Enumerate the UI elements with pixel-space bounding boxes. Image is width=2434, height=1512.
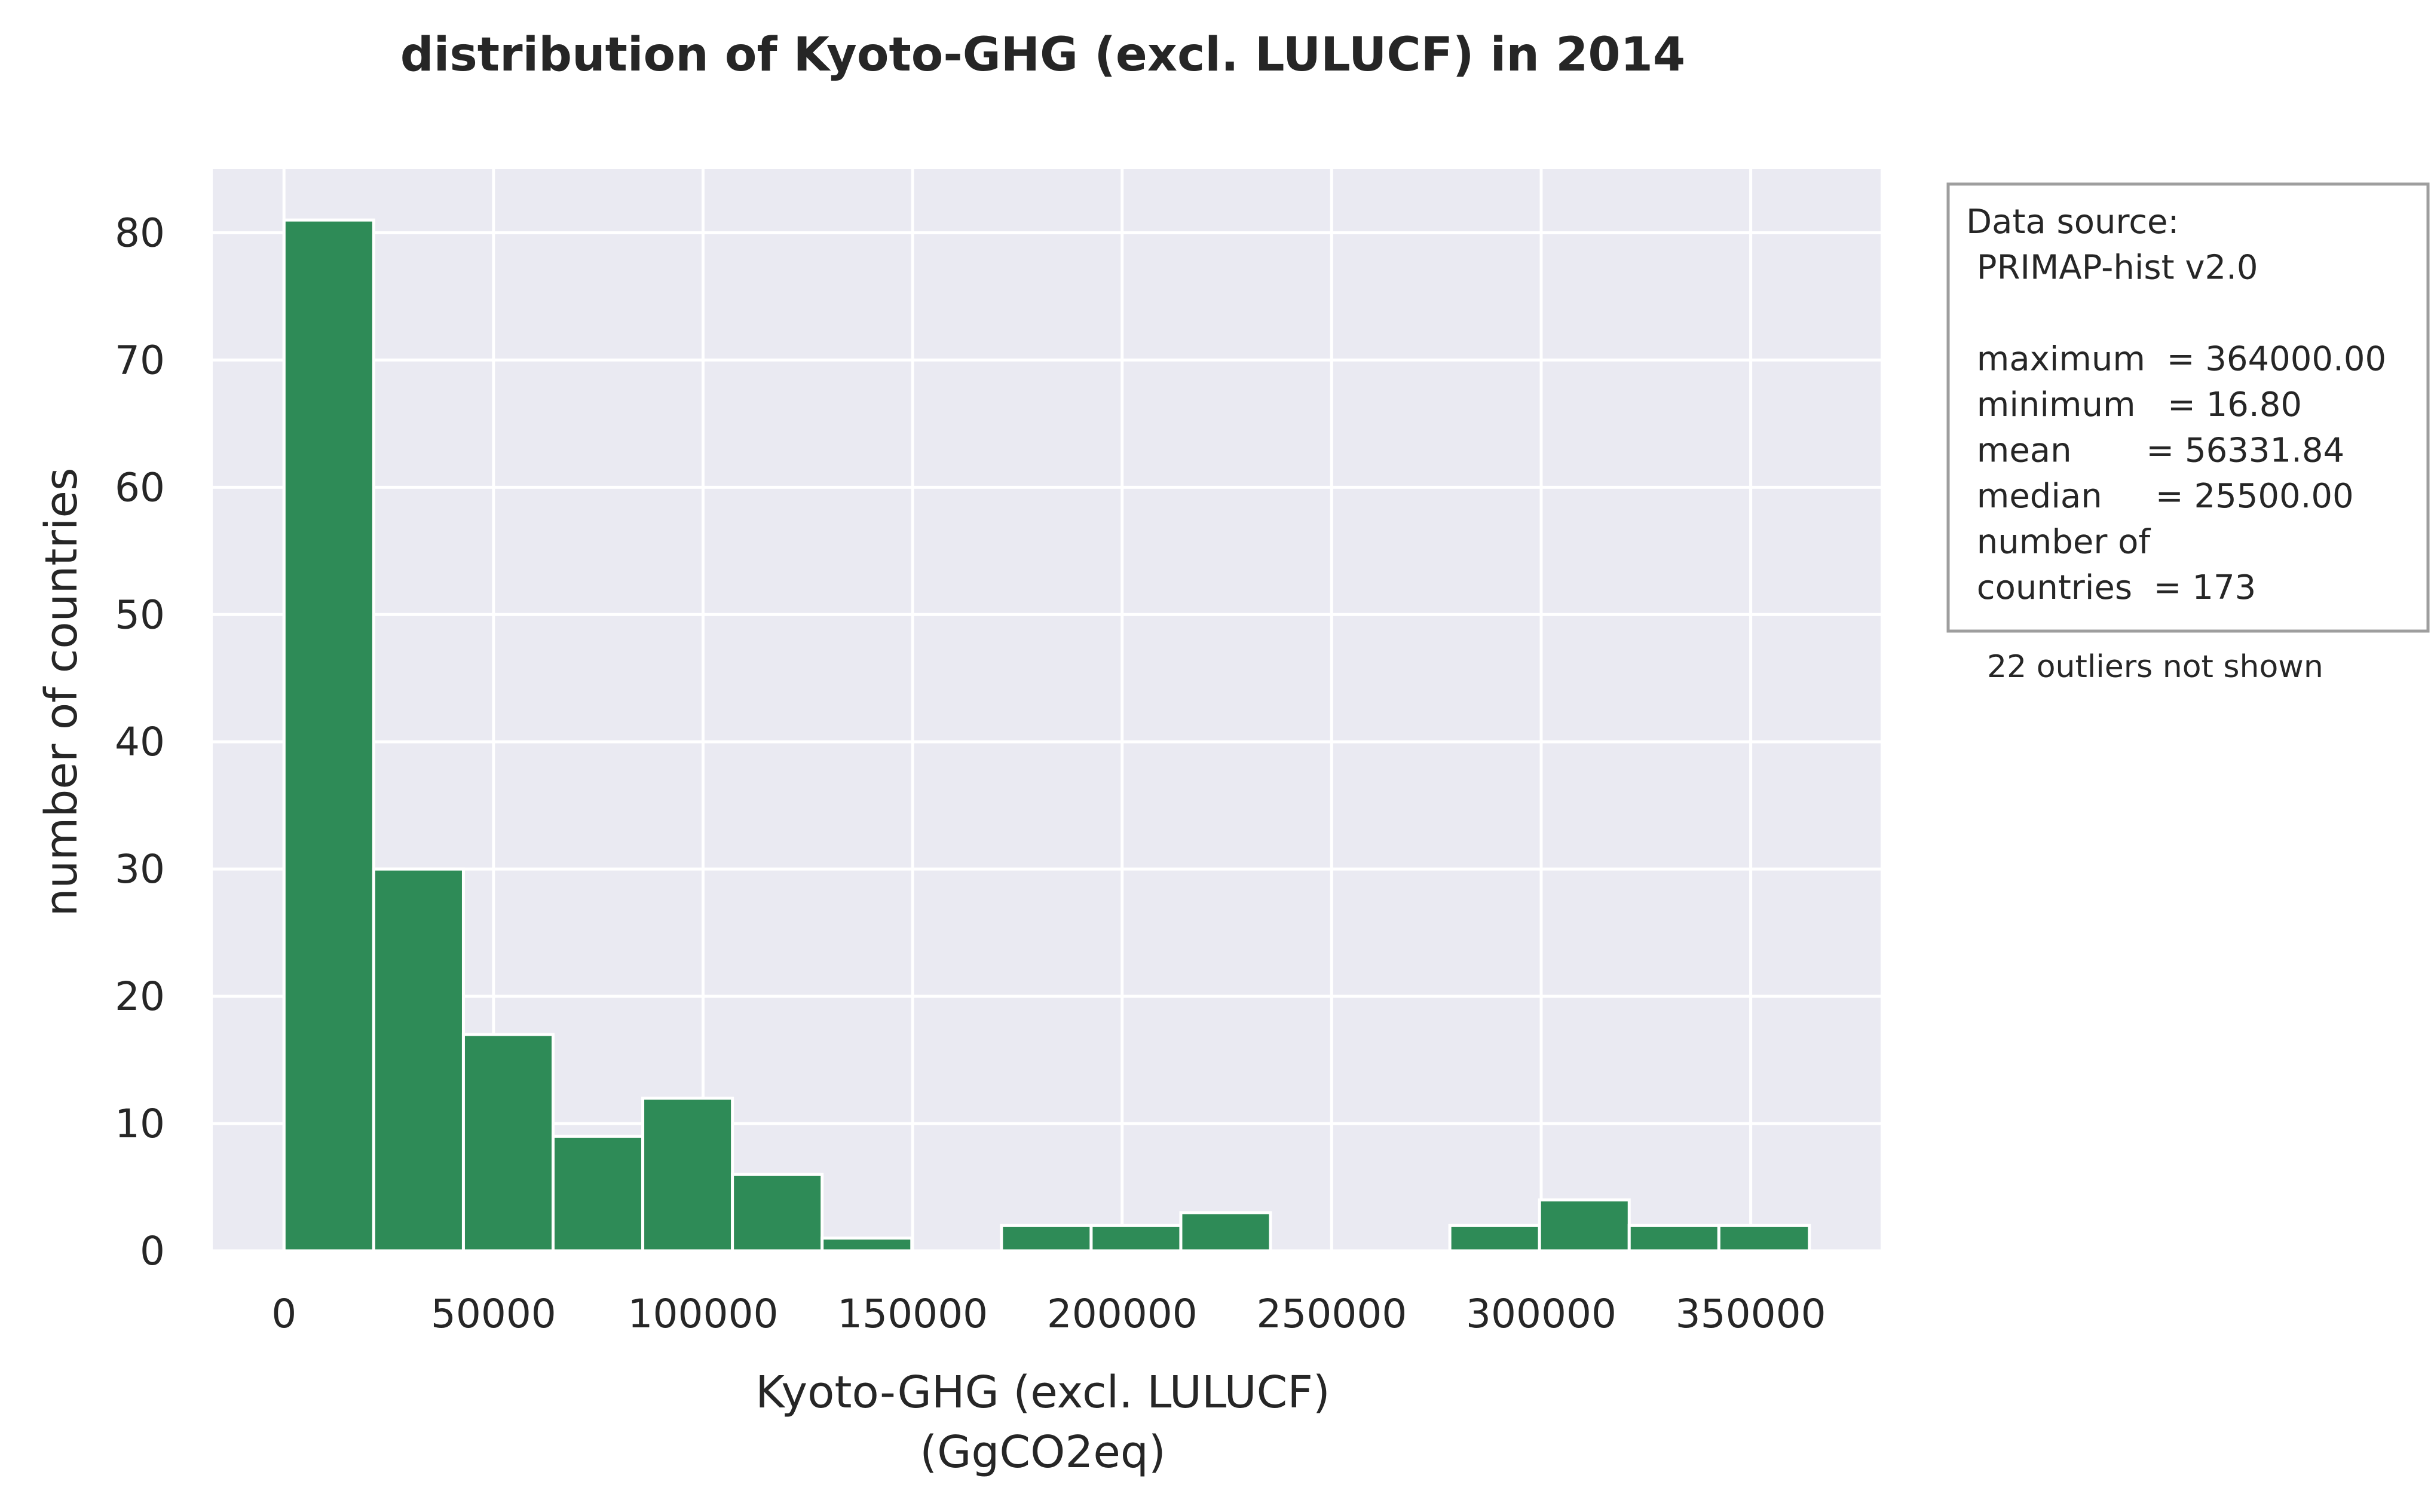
histogram-bars: [282, 218, 1811, 1253]
x-tick-label-7: 350000: [1676, 1291, 1826, 1337]
x-tick-label-0: 0: [271, 1291, 296, 1337]
y-tick-label-4: 40: [115, 719, 165, 765]
histogram-bar-1: [372, 867, 465, 1253]
chart-title: distribution of Kyoto-GHG (excl. LULUCF)…: [400, 28, 1685, 82]
y-tick-label-5: 50: [115, 592, 165, 638]
info-line-4: minimum = 16.80: [1966, 385, 2302, 424]
histogram-bar-13: [1448, 1223, 1541, 1253]
histogram-bar-4: [641, 1096, 734, 1253]
x-tick-label-1: 50000: [431, 1291, 556, 1337]
histogram-bar-8: [1000, 1223, 1093, 1253]
y-tick-label-3: 30: [115, 846, 165, 892]
x-axis-label-line-1: Kyoto-GHG (excl. LULUCF): [755, 1367, 1330, 1418]
histogram-bar-15: [1627, 1223, 1720, 1253]
histogram-bar-16: [1717, 1223, 1811, 1253]
info-line-8: countries = 173: [1966, 568, 2256, 607]
histogram-bar-10: [1179, 1211, 1272, 1253]
info-line-6: median = 25500.00: [1966, 477, 2354, 516]
y-tick-label-2: 20: [115, 974, 165, 1020]
y-tick-label-6: 60: [115, 464, 165, 510]
y-tick-label-8: 80: [115, 210, 165, 256]
info-line-3: maximum = 364000.00: [1966, 340, 2386, 379]
histogram-bar-14: [1538, 1198, 1631, 1253]
y-axis-label: number of countries: [36, 467, 87, 916]
histogram-bar-0: [282, 218, 375, 1253]
histogram-bar-6: [820, 1236, 914, 1253]
x-tick-label-4: 200000: [1047, 1291, 1198, 1337]
stats-info-box: [1946, 182, 2430, 633]
outliers-note: 22 outliers not shown: [1987, 649, 2323, 685]
x-tick-label-3: 150000: [837, 1291, 988, 1337]
y-tick-label-1: 10: [115, 1101, 165, 1147]
info-line-5: mean = 56331.84: [1966, 431, 2344, 470]
histogram-bar-2: [461, 1033, 555, 1253]
x-axis-ticks: 0 50000 100000 150000 200000 250000 300000 3500…: [271, 1291, 1826, 1337]
y-tick-label-7: 70: [115, 337, 165, 383]
y-axis-ticks: 0 10 20 30 40 50 60 70 80: [115, 210, 165, 1274]
info-line-0: Data source:: [1966, 203, 2179, 241]
histogram-bar-3: [552, 1134, 645, 1253]
info-line-1: PRIMAP-hist v2.0: [1966, 249, 2258, 287]
y-tick-label-0: 0: [140, 1228, 165, 1274]
info-line-7: number of: [1966, 523, 2151, 562]
histogram-bar-5: [731, 1173, 824, 1253]
x-tick-label-5: 250000: [1256, 1291, 1407, 1337]
stats-info-text: Data source: PRIMAP-hist v2.0 maximum = …: [1966, 203, 2386, 607]
x-tick-label-6: 300000: [1466, 1291, 1616, 1337]
histogram-bar-9: [1089, 1223, 1183, 1253]
x-axis-label-line-2: (GgCO2eq): [920, 1427, 1166, 1478]
x-tick-label-2: 100000: [627, 1291, 778, 1337]
